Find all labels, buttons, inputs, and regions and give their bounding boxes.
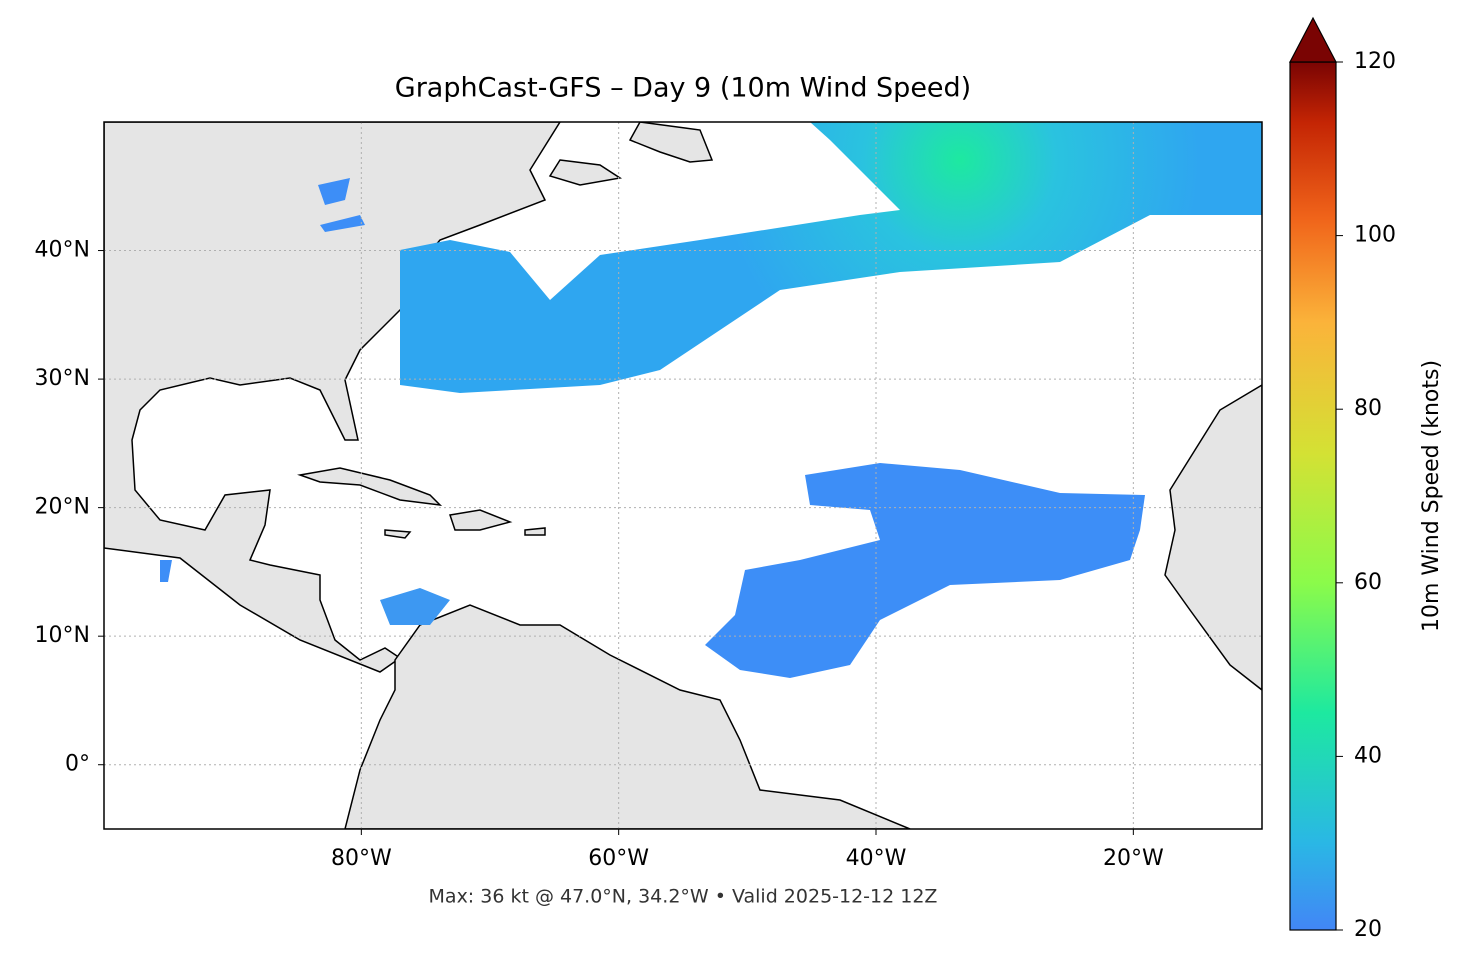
colorbar-tick-label: 120 <box>1354 49 1396 74</box>
hispaniola <box>449 509 513 531</box>
colorbar-label: 10m Wind Speed (knots) <box>1419 360 1444 632</box>
newfoundland <box>628 122 714 163</box>
x-tick-label: 60°W <box>588 846 649 871</box>
wind-area <box>380 588 450 625</box>
colorbar-extend <box>1289 16 1337 63</box>
y-tick-label: 0° <box>65 752 90 777</box>
map <box>104 122 1262 829</box>
colorbar: 10m Wind Speed (knots) <box>1289 16 1444 931</box>
colorbar-tick-label: 20 <box>1354 917 1382 942</box>
colorbar-tick-label: 80 <box>1354 396 1382 421</box>
x-tick-label: 40°W <box>846 846 907 871</box>
colorbar-tick-label: 100 <box>1354 223 1396 248</box>
map-frame <box>103 121 1263 830</box>
x-tick-label: 80°W <box>331 846 392 871</box>
north-america <box>104 122 561 673</box>
x-tick-label: 20°W <box>1103 846 1164 871</box>
puerto-rico <box>524 527 546 536</box>
y-tick-label: 30°N <box>35 366 90 391</box>
nova-scotia <box>548 159 623 186</box>
y-tick-label: 10°N <box>35 623 90 648</box>
y-tick-label: 40°N <box>35 238 90 263</box>
colorbar-tick-label: 40 <box>1354 743 1382 768</box>
wind-area <box>705 463 1145 678</box>
grid <box>104 122 1262 829</box>
cuba <box>297 467 443 507</box>
title: GraphCast-GFS – Day 9 (10m Wind Speed) <box>395 73 971 104</box>
wind-area <box>400 122 1262 393</box>
ticks: 80°W 60°W 40°W 20°W 0° 10°N 20°N 30°N 40°N 20 40 60… <box>35 49 1396 942</box>
footnote: Max: 36 kt @ 47.0°N, 34.2°W • Valid 2025… <box>429 886 938 908</box>
jamaica <box>384 529 412 539</box>
south-america <box>344 604 911 829</box>
africa <box>1164 384 1262 691</box>
colorbar-body <box>1289 61 1337 931</box>
colorbar-tick-label: 60 <box>1354 570 1382 595</box>
y-tick-label: 20°N <box>35 495 90 520</box>
